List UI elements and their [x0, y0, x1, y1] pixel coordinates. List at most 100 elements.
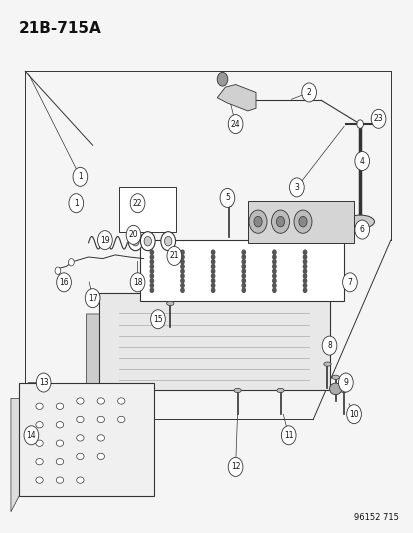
Text: 2: 2	[306, 88, 311, 97]
Ellipse shape	[56, 477, 64, 483]
Text: 15: 15	[153, 315, 162, 324]
Circle shape	[140, 232, 155, 251]
Circle shape	[303, 255, 306, 259]
Polygon shape	[11, 383, 154, 512]
Ellipse shape	[331, 375, 339, 379]
Circle shape	[354, 220, 369, 239]
Circle shape	[131, 237, 139, 246]
FancyBboxPatch shape	[99, 293, 329, 391]
Circle shape	[126, 225, 140, 244]
Text: 21: 21	[169, 252, 179, 261]
Circle shape	[303, 288, 306, 292]
Circle shape	[242, 288, 245, 292]
Circle shape	[130, 193, 145, 213]
Circle shape	[211, 288, 214, 292]
Circle shape	[180, 250, 184, 254]
Circle shape	[272, 260, 275, 264]
Text: 6: 6	[359, 225, 364, 234]
Circle shape	[97, 231, 112, 249]
Circle shape	[180, 255, 184, 259]
Circle shape	[272, 264, 275, 269]
Circle shape	[150, 250, 153, 254]
Ellipse shape	[36, 458, 43, 465]
Circle shape	[242, 284, 245, 288]
Circle shape	[242, 279, 245, 283]
Text: 14: 14	[26, 431, 36, 440]
Text: 96152 715: 96152 715	[353, 513, 398, 522]
Circle shape	[242, 255, 245, 259]
Circle shape	[69, 193, 83, 213]
Text: 24: 24	[230, 119, 240, 128]
Ellipse shape	[345, 215, 373, 228]
Ellipse shape	[117, 398, 125, 404]
Circle shape	[150, 255, 153, 259]
Text: 3: 3	[294, 183, 299, 192]
Ellipse shape	[36, 477, 43, 483]
Text: 16: 16	[59, 278, 69, 287]
Circle shape	[242, 274, 245, 278]
Ellipse shape	[97, 453, 104, 459]
Circle shape	[180, 288, 184, 292]
Circle shape	[276, 216, 284, 227]
Text: 19: 19	[100, 236, 109, 245]
Circle shape	[150, 284, 153, 288]
Ellipse shape	[166, 301, 173, 305]
Circle shape	[130, 273, 145, 292]
Circle shape	[272, 250, 275, 254]
Circle shape	[272, 288, 275, 292]
Circle shape	[150, 274, 153, 278]
Ellipse shape	[233, 389, 241, 393]
Ellipse shape	[36, 403, 43, 409]
Circle shape	[303, 274, 306, 278]
Circle shape	[211, 279, 214, 283]
Circle shape	[36, 373, 51, 392]
Circle shape	[57, 273, 71, 292]
Text: 18: 18	[133, 278, 142, 287]
Circle shape	[338, 373, 352, 392]
Circle shape	[272, 279, 275, 283]
Ellipse shape	[76, 435, 84, 441]
Circle shape	[128, 232, 142, 251]
FancyBboxPatch shape	[139, 240, 343, 301]
Circle shape	[144, 237, 151, 246]
Circle shape	[228, 457, 242, 477]
Ellipse shape	[56, 422, 64, 428]
Circle shape	[303, 269, 306, 273]
Circle shape	[220, 189, 234, 207]
Text: 8: 8	[326, 341, 331, 350]
Circle shape	[55, 267, 61, 274]
Ellipse shape	[117, 416, 125, 423]
Text: 17: 17	[88, 294, 97, 303]
Circle shape	[211, 284, 214, 288]
Circle shape	[272, 284, 275, 288]
Text: 4: 4	[359, 157, 364, 166]
Circle shape	[293, 210, 311, 233]
Circle shape	[211, 269, 214, 273]
Text: 12: 12	[230, 463, 240, 471]
Circle shape	[249, 210, 266, 233]
Circle shape	[180, 274, 184, 278]
Text: 23: 23	[373, 114, 382, 123]
Circle shape	[253, 216, 261, 227]
Circle shape	[342, 273, 356, 292]
Circle shape	[272, 255, 275, 259]
Ellipse shape	[76, 453, 84, 459]
Circle shape	[303, 284, 306, 288]
Polygon shape	[217, 85, 255, 111]
Circle shape	[180, 260, 184, 264]
Polygon shape	[86, 293, 329, 411]
Circle shape	[211, 250, 214, 254]
Circle shape	[211, 274, 214, 278]
Circle shape	[272, 269, 275, 273]
FancyBboxPatch shape	[247, 200, 353, 243]
Ellipse shape	[97, 416, 104, 423]
Bar	[119, 188, 176, 232]
Circle shape	[303, 260, 306, 264]
Circle shape	[180, 284, 184, 288]
Circle shape	[150, 260, 153, 264]
Ellipse shape	[329, 383, 341, 394]
Ellipse shape	[56, 403, 64, 409]
Ellipse shape	[76, 398, 84, 404]
Circle shape	[150, 279, 153, 283]
Text: 9: 9	[343, 378, 347, 387]
